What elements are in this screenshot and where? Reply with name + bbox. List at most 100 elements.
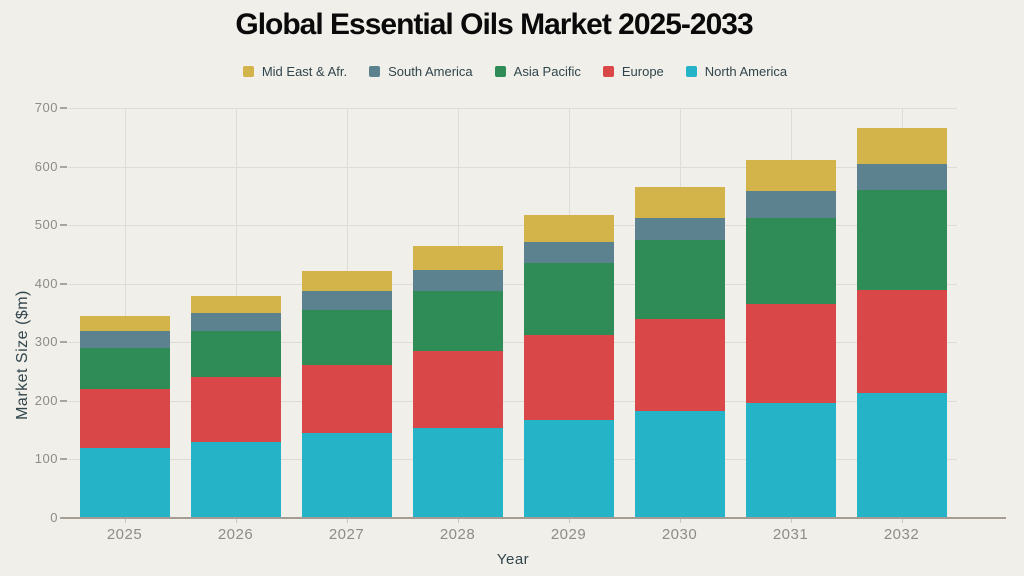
y-tick-mark bbox=[60, 458, 67, 461]
legend-item-north-america[interactable]: North America bbox=[685, 64, 788, 79]
y-tick-label: 0 bbox=[50, 510, 58, 525]
bar-segment-europe-2026[interactable] bbox=[190, 376, 281, 443]
bar-segment-asia-pacific-2025[interactable] bbox=[79, 347, 170, 390]
legend-label: South America bbox=[388, 64, 473, 79]
y-tick-label: 300 bbox=[34, 334, 58, 350]
legend-item-mid-east-afr-[interactable]: Mid East & Afr. bbox=[242, 64, 348, 79]
bar-segment-mid-east-afr--2025[interactable] bbox=[79, 315, 170, 332]
y-gridline bbox=[68, 400, 957, 402]
bar-segment-south-america-2025[interactable] bbox=[79, 331, 170, 348]
y-tick-label: 400 bbox=[34, 275, 58, 291]
y-tick-label: 700 bbox=[34, 100, 58, 115]
bar-segment-south-america-2029[interactable] bbox=[523, 241, 614, 264]
bar-segment-asia-pacific-2029[interactable] bbox=[523, 263, 614, 335]
bar-segment-europe-2027[interactable] bbox=[301, 365, 392, 434]
bar-segment-south-america-2028[interactable] bbox=[412, 270, 503, 292]
y-tick-mark bbox=[60, 224, 67, 227]
x-tick-mark bbox=[346, 518, 348, 523]
bar-segment-mid-east-afr--2027[interactable] bbox=[301, 271, 392, 292]
y-gridline bbox=[68, 108, 957, 109]
bar-segment-north-america-2030[interactable] bbox=[634, 411, 725, 518]
y-tick-mark bbox=[60, 282, 67, 285]
legend-swatch-icon bbox=[369, 66, 381, 77]
bar-segment-europe-2025[interactable] bbox=[79, 389, 170, 448]
legend-label: Europe bbox=[621, 64, 664, 79]
bar-segment-mid-east-afr--2029[interactable] bbox=[523, 214, 614, 242]
bar-segment-asia-pacific-2028[interactable] bbox=[412, 291, 503, 352]
x-tick-label: 2025 bbox=[106, 526, 143, 543]
y-tick-label: 600 bbox=[34, 158, 58, 174]
x-tick-label: 2032 bbox=[883, 526, 920, 543]
x-tick-label: 2030 bbox=[661, 526, 698, 543]
bar-segment-north-america-2027[interactable] bbox=[301, 433, 392, 518]
bar-segment-asia-pacific-2031[interactable] bbox=[745, 217, 836, 305]
legend-item-asia-pacific[interactable]: Asia Pacific bbox=[494, 64, 581, 79]
y-tick-mark bbox=[60, 341, 67, 344]
x-tick-label: 2031 bbox=[772, 526, 809, 543]
x-gridline bbox=[124, 108, 126, 518]
bar-segment-mid-east-afr--2028[interactable] bbox=[412, 246, 503, 271]
bar-segment-south-america-2030[interactable] bbox=[634, 217, 725, 241]
legend: Mid East & Afr. South America Asia Pacific… bbox=[0, 64, 1024, 79]
bar-segment-north-america-2028[interactable] bbox=[412, 428, 503, 518]
y-tick-mark bbox=[60, 165, 67, 168]
bar-segment-europe-2032[interactable] bbox=[856, 289, 947, 394]
bar-segment-europe-2029[interactable] bbox=[523, 334, 614, 421]
bar-segment-mid-east-afr--2026[interactable] bbox=[190, 296, 281, 313]
bar-segment-north-america-2025[interactable] bbox=[79, 447, 170, 518]
bar-segment-north-america-2032[interactable] bbox=[856, 393, 947, 518]
bar-segment-europe-2028[interactable] bbox=[412, 351, 503, 429]
x-tick-mark bbox=[679, 518, 681, 523]
y-tick-label: 100 bbox=[34, 451, 58, 467]
y-gridline bbox=[68, 225, 957, 227]
legend-swatch-icon bbox=[685, 66, 697, 77]
legend-item-europe[interactable]: Europe bbox=[602, 64, 664, 79]
x-tick-label: 2026 bbox=[217, 526, 254, 543]
bar-segment-north-america-2031[interactable] bbox=[745, 402, 836, 518]
x-tick-mark bbox=[568, 518, 570, 523]
legend-swatch-icon bbox=[242, 66, 254, 77]
bar-segment-mid-east-afr--2030[interactable] bbox=[634, 187, 725, 218]
legend-label: Asia Pacific bbox=[513, 64, 581, 79]
bar-segment-south-america-2031[interactable] bbox=[745, 190, 836, 218]
y-tick-label: 500 bbox=[34, 217, 58, 233]
x-tick-label: 2029 bbox=[550, 526, 587, 543]
y-tick-label: 200 bbox=[34, 392, 58, 408]
bar-segment-europe-2030[interactable] bbox=[634, 319, 725, 412]
legend-swatch-icon bbox=[494, 66, 506, 77]
x-tick-mark bbox=[235, 518, 237, 523]
y-axis-title: Market Size ($m) bbox=[14, 290, 31, 420]
bar-segment-north-america-2029[interactable] bbox=[523, 420, 614, 518]
y-gridline bbox=[68, 166, 957, 168]
legend-swatch-icon bbox=[602, 66, 614, 77]
y-tick-mark bbox=[60, 399, 67, 402]
x-axis-line bbox=[62, 517, 1006, 519]
chart-title: Global Essential Oils Market 2025-2033 bbox=[235, 8, 753, 41]
bar-segment-mid-east-afr--2032[interactable] bbox=[856, 127, 947, 164]
y-gridline bbox=[68, 283, 957, 285]
x-tick-mark bbox=[457, 518, 459, 523]
x-tick-mark bbox=[790, 518, 792, 523]
bar-segment-north-america-2026[interactable] bbox=[190, 442, 281, 518]
bar-segment-asia-pacific-2026[interactable] bbox=[190, 331, 281, 377]
y-tick-mark bbox=[60, 107, 67, 109]
bar-segment-mid-east-afr--2031[interactable] bbox=[745, 160, 836, 191]
bar-segment-south-america-2026[interactable] bbox=[190, 313, 281, 332]
y-gridline bbox=[68, 342, 957, 344]
legend-item-south-america[interactable]: South America bbox=[369, 64, 473, 79]
x-tick-mark bbox=[124, 518, 126, 523]
x-axis-title: Year bbox=[496, 551, 530, 568]
x-tick-mark bbox=[901, 518, 903, 523]
bar-segment-south-america-2027[interactable] bbox=[301, 291, 392, 311]
y-gridline bbox=[68, 459, 957, 461]
bar-segment-europe-2031[interactable] bbox=[745, 304, 836, 403]
bar-segment-asia-pacific-2027[interactable] bbox=[301, 310, 392, 366]
bar-segment-south-america-2032[interactable] bbox=[856, 163, 947, 190]
x-tick-label: 2028 bbox=[439, 526, 476, 543]
bar-segment-asia-pacific-2030[interactable] bbox=[634, 240, 725, 320]
bar-segment-asia-pacific-2032[interactable] bbox=[856, 190, 947, 290]
legend-label: Mid East & Afr. bbox=[261, 64, 348, 79]
legend-label: North America bbox=[704, 64, 788, 79]
